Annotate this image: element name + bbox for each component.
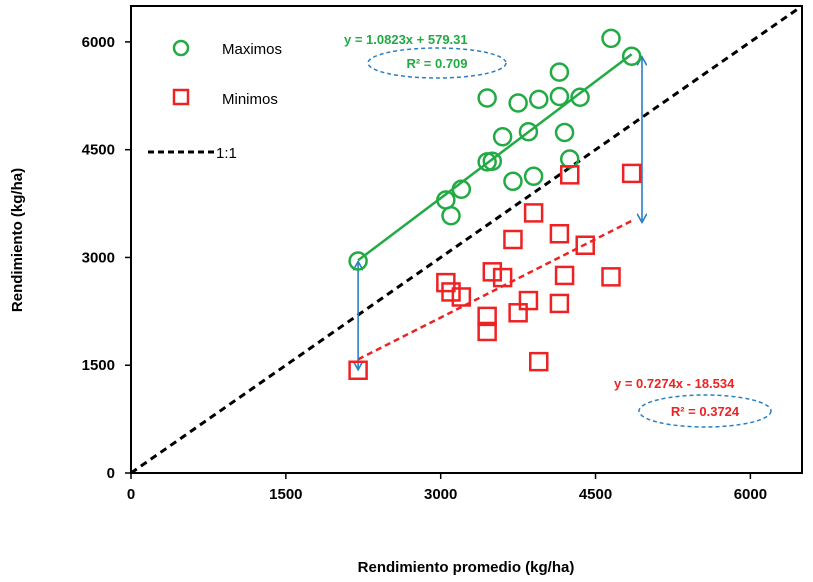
minimos-point	[554, 265, 575, 286]
legend-label-maximos: Maximos	[222, 41, 282, 58]
minimos-r2-ellipse	[638, 394, 772, 428]
minimos-point	[621, 163, 642, 184]
y-axis-title: Rendimiento (kg/ha)	[9, 168, 26, 312]
minimos-point	[549, 293, 570, 314]
minimos-point	[575, 235, 595, 255]
arrow-layer	[358, 58, 642, 369]
maximos-point	[570, 87, 590, 107]
maximos-point	[492, 127, 513, 147]
minimos-point	[492, 267, 513, 288]
one-to-one-line	[130, 4, 803, 475]
maximos-r2: R² = 0.709	[406, 56, 467, 71]
maximos-point	[621, 46, 642, 67]
maximos-point	[529, 89, 549, 110]
minimos-point	[518, 290, 539, 311]
minimos-point	[523, 203, 544, 223]
y-tick-label: 6000	[82, 34, 115, 51]
x-tick-label: 3000	[424, 486, 457, 503]
reference-line-layer	[130, 4, 803, 475]
minimos-point	[477, 321, 497, 342]
maximos-r2-ellipse	[367, 47, 507, 79]
y-tick-label: 0	[107, 465, 115, 482]
maximos-equation: y = 1.0823x + 579.31	[344, 32, 468, 47]
maximos-point	[482, 151, 503, 171]
maximos-point	[451, 179, 472, 199]
minimos-point	[503, 229, 523, 250]
minimos-point	[441, 282, 461, 302]
maximos-point	[549, 86, 570, 107]
maximos-point	[348, 251, 368, 271]
minimos-point	[348, 360, 368, 381]
maximos-point	[477, 88, 497, 108]
y-tick-label: 1500	[82, 357, 115, 374]
minimos-point	[559, 165, 580, 185]
tick-layer: 0 1500 3000 4500 6000 0 1500 3000 4500 6000	[82, 34, 767, 503]
legend-label-minimos: Minimos	[222, 91, 278, 108]
minimos-point	[601, 267, 621, 287]
x-axis-title: Rendimiento promedio (kg/ha)	[358, 559, 575, 576]
x-tick-label: 6000	[734, 486, 767, 503]
maximos-point	[554, 122, 575, 143]
maximos-point	[601, 28, 621, 49]
maximos-point	[549, 62, 570, 82]
minimos-trendline	[357, 219, 633, 361]
legend-marker-minimos	[172, 88, 190, 106]
minimos-r2: R² = 0.3724	[671, 404, 740, 419]
minimos-point	[477, 306, 497, 327]
maximos-point	[503, 171, 523, 192]
legend: Maximos Minimos 1:1	[148, 39, 282, 162]
x-tick-label: 1500	[269, 486, 302, 503]
maximos-point	[441, 206, 461, 226]
maximos-point	[508, 93, 528, 113]
points-layer	[348, 28, 642, 381]
maximos-point	[518, 121, 539, 142]
minimos-point	[451, 287, 472, 307]
x-tick-label: 4500	[579, 486, 612, 503]
legend-marker-maximos	[172, 39, 190, 57]
minimos-equation: y = 0.7274x - 18.534	[614, 376, 735, 391]
minimos-point	[508, 303, 528, 323]
x-tick-label: 0	[127, 486, 135, 503]
y-tick-label: 3000	[82, 249, 115, 266]
minimos-point	[482, 262, 503, 282]
minimos-point	[549, 224, 570, 244]
minimos-point	[529, 351, 549, 372]
maximos-point	[523, 166, 544, 187]
y-tick-label: 4500	[82, 142, 115, 159]
legend-label-one-to-one: 1:1	[216, 145, 237, 162]
